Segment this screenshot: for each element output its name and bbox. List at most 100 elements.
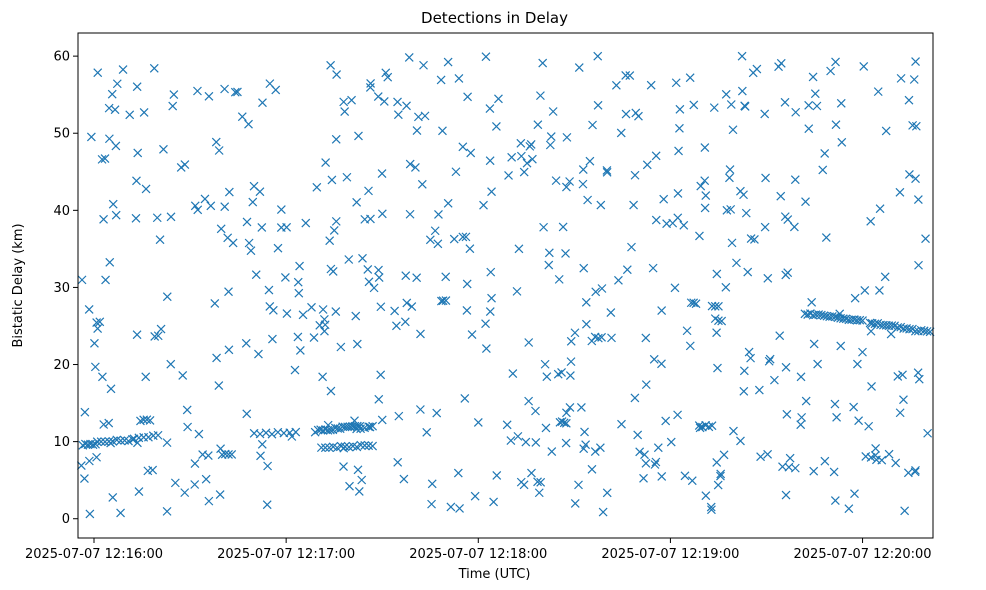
detection-marker [725,165,735,174]
detection-marker [852,359,862,369]
detection-marker [377,415,387,425]
detection-marker [642,160,652,170]
detection-marker [707,505,716,515]
detection-marker [522,158,532,168]
detection-marker [598,507,608,517]
detection-marker [641,380,651,390]
detection-marker [562,132,572,142]
detection-marker [769,375,779,385]
detection-marker [96,437,106,447]
detection-marker [366,214,375,224]
detection-marker [657,306,667,315]
detection-marker [695,423,705,433]
detection-marker [494,94,503,104]
detection-marker [763,273,773,283]
detection-marker [357,475,367,485]
detection-marker [566,336,576,346]
detection-marker [726,204,736,214]
detection-marker [629,200,639,210]
detection-marker [318,372,328,382]
detection-marker [701,191,711,201]
detection-marker [923,428,933,438]
detection-marker [544,248,554,258]
detection-marker [559,418,569,428]
detection-marker [366,79,376,88]
detection-marker [410,163,420,172]
detection-marker [224,449,233,459]
detection-marker [390,306,400,316]
y-axis-ticks: 0 10 20 30 40 50 60 [53,50,78,527]
detection-marker [911,174,920,184]
detection-marker [536,91,545,101]
detection-marker [536,477,546,487]
detection-marker [405,159,415,169]
detection-marker [257,223,267,232]
detection-marker [364,186,373,196]
detection-marker [716,469,726,479]
detection-marker [813,359,823,369]
detection-marker [170,478,180,488]
detection-marker [830,312,840,322]
detection-marker [682,326,692,336]
detection-marker [470,491,480,501]
detection-marker [579,263,589,273]
detection-marker [809,466,819,476]
detection-marker [364,441,374,451]
detection-marker [340,442,350,452]
detection-marker [193,205,203,215]
detection-marker [754,385,764,395]
detection-marker [485,307,495,316]
detection-marker [551,176,561,186]
detection-marker [797,412,807,422]
detection-marker [606,308,616,317]
detection-marker [904,169,914,179]
detection-marker [155,235,165,245]
detection-marker [412,126,422,135]
detection-marker [583,195,593,205]
detection-marker [108,199,118,209]
detection-marker [354,131,363,141]
detection-marker [671,78,681,88]
detection-marker [368,441,378,451]
detection-marker [796,420,806,430]
detection-marker [481,344,491,354]
detection-marker [374,394,384,404]
detection-marker [237,112,247,122]
detection-marker [596,200,606,210]
detection-marker [363,265,373,274]
detection-marker [328,266,338,276]
detection-marker [402,298,412,308]
detection-marker [570,498,580,508]
detection-marker [166,359,176,369]
detection-marker [593,333,603,343]
detection-marker [712,269,722,279]
detection-marker [180,160,190,169]
detection-marker [417,179,427,189]
detection-marker [427,499,436,509]
detection-marker [106,384,116,394]
detection-marker [369,283,379,293]
detection-marker [118,65,128,74]
detection-marker [831,57,840,67]
detection-marker [687,476,697,486]
detection-marker [257,439,267,449]
detection-marker [914,374,924,384]
x-tick-label: 2025-07-07 12:16:00 [25,547,163,562]
detection-marker [513,431,523,441]
detection-marker [837,137,847,147]
detection-marker [262,500,272,510]
detection-marker [86,132,96,142]
detection-marker [570,328,580,338]
detection-marker [548,107,558,116]
detection-marker [739,366,749,376]
detection-marker [214,381,224,390]
detection-marker [565,403,575,412]
detection-marker [704,422,714,432]
detection-marker [291,427,301,437]
detection-marker [740,101,750,111]
detection-marker [374,265,383,275]
detection-marker [331,216,341,226]
detection-marker [763,449,773,459]
detection-marker [908,120,918,130]
detection-marker [790,463,800,473]
